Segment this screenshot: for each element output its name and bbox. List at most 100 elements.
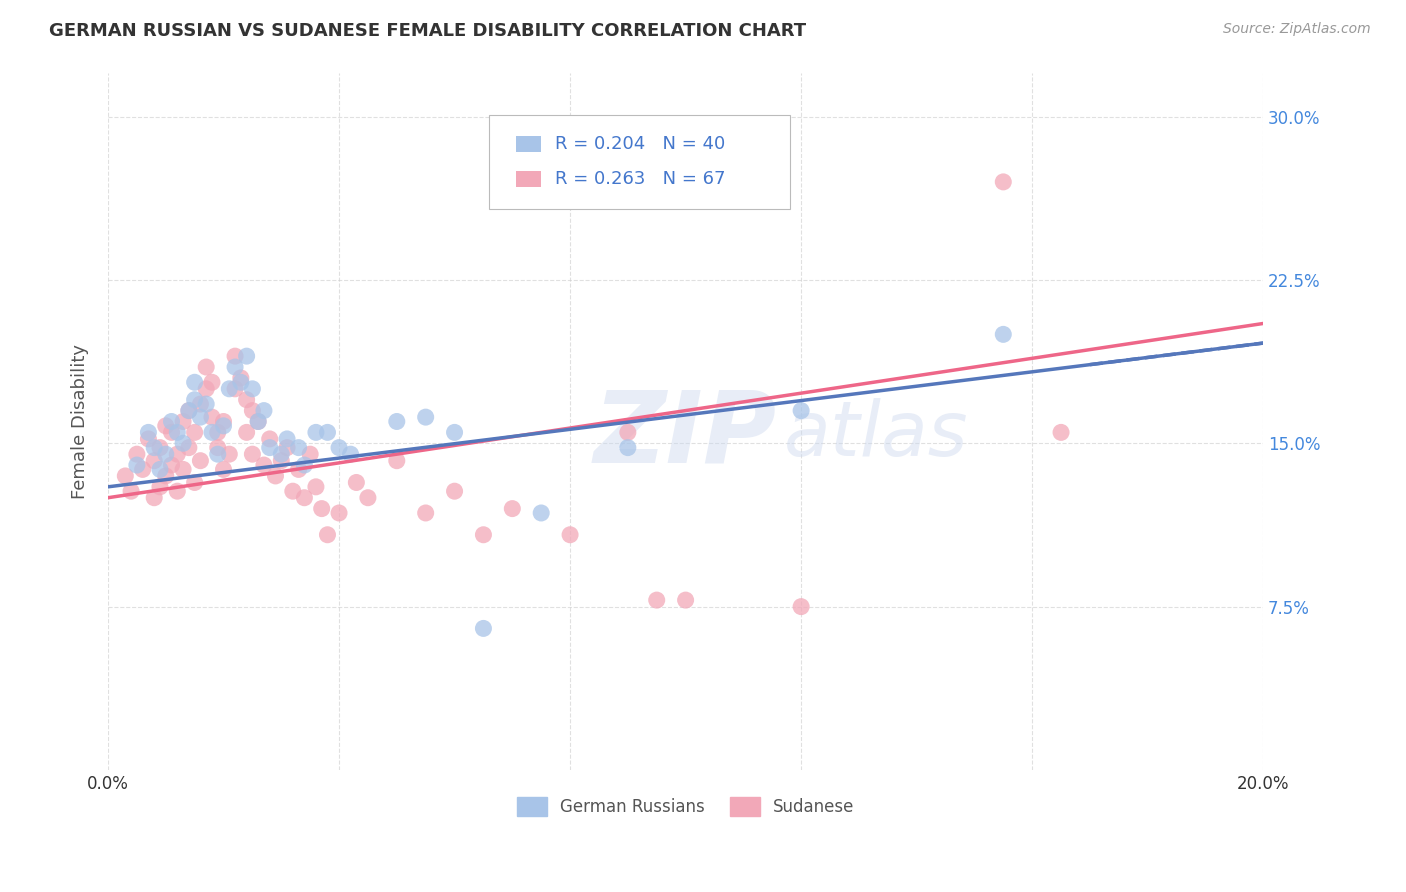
- Point: [247, 415, 270, 429]
- Point: [385, 453, 408, 467]
- Point: [201, 425, 224, 440]
- Point: [270, 447, 292, 461]
- Point: [138, 425, 160, 440]
- Point: [218, 382, 240, 396]
- Point: [1050, 425, 1073, 440]
- Text: Source: ZipAtlas.com: Source: ZipAtlas.com: [1223, 22, 1371, 37]
- Point: [183, 475, 205, 490]
- Point: [292, 491, 315, 505]
- Point: [790, 599, 813, 614]
- Point: [415, 410, 437, 425]
- Point: [190, 397, 212, 411]
- Point: [292, 458, 315, 472]
- Point: [120, 484, 142, 499]
- Point: [344, 475, 367, 490]
- Point: [125, 458, 148, 472]
- Point: [305, 480, 328, 494]
- Point: [166, 484, 188, 499]
- Point: [385, 415, 408, 429]
- Point: [235, 349, 257, 363]
- Point: [201, 410, 224, 425]
- Point: [328, 441, 350, 455]
- Point: [235, 392, 257, 407]
- Point: [645, 593, 668, 607]
- Point: [443, 425, 465, 440]
- Point: [177, 403, 200, 417]
- Point: [149, 462, 172, 476]
- Point: [993, 327, 1015, 342]
- Point: [201, 376, 224, 390]
- Point: [287, 462, 309, 476]
- Point: [242, 447, 264, 461]
- Point: [993, 175, 1015, 189]
- Point: [339, 447, 361, 461]
- Point: [501, 501, 523, 516]
- Point: [195, 359, 218, 374]
- Point: [172, 415, 194, 429]
- Text: ZIP: ZIP: [593, 387, 776, 484]
- Point: [229, 371, 252, 385]
- Point: [224, 349, 246, 363]
- Point: [183, 392, 205, 407]
- Point: [155, 469, 177, 483]
- Point: [218, 447, 240, 461]
- Point: [183, 376, 205, 390]
- Point: [443, 484, 465, 499]
- Point: [357, 491, 380, 505]
- Point: [172, 462, 194, 476]
- Point: [125, 447, 148, 461]
- Point: [177, 441, 200, 455]
- Point: [195, 397, 218, 411]
- Point: [316, 528, 339, 542]
- Point: [242, 382, 264, 396]
- Point: [281, 484, 304, 499]
- Point: [190, 453, 212, 467]
- Point: [617, 441, 640, 455]
- Point: [160, 425, 183, 440]
- Point: [190, 410, 212, 425]
- Point: [328, 506, 350, 520]
- Point: [177, 403, 200, 417]
- Point: [160, 415, 183, 429]
- Point: [287, 441, 309, 455]
- Point: [207, 447, 229, 461]
- Point: [229, 376, 252, 390]
- Point: [276, 441, 298, 455]
- Point: [276, 432, 298, 446]
- Point: [299, 447, 322, 461]
- Point: [259, 432, 281, 446]
- Point: [472, 622, 495, 636]
- Point: [311, 501, 333, 516]
- Point: [617, 425, 640, 440]
- Point: [259, 441, 281, 455]
- Point: [264, 469, 287, 483]
- Point: [143, 441, 166, 455]
- Point: [166, 447, 188, 461]
- FancyBboxPatch shape: [489, 115, 790, 209]
- Text: atlas: atlas: [783, 399, 969, 473]
- Bar: [516, 136, 541, 152]
- Point: [207, 425, 229, 440]
- Point: [160, 458, 183, 472]
- Point: [305, 425, 328, 440]
- Point: [212, 415, 235, 429]
- Point: [207, 441, 229, 455]
- Point: [247, 415, 270, 429]
- Point: [138, 432, 160, 446]
- Point: [149, 441, 172, 455]
- Point: [155, 418, 177, 433]
- Bar: [516, 171, 541, 186]
- Text: GERMAN RUSSIAN VS SUDANESE FEMALE DISABILITY CORRELATION CHART: GERMAN RUSSIAN VS SUDANESE FEMALE DISABI…: [49, 22, 806, 40]
- Point: [790, 403, 813, 417]
- Point: [675, 593, 697, 607]
- Point: [235, 425, 257, 440]
- Point: [143, 453, 166, 467]
- Point: [415, 506, 437, 520]
- Point: [114, 469, 136, 483]
- Point: [253, 403, 276, 417]
- Point: [316, 425, 339, 440]
- Point: [253, 458, 276, 472]
- Point: [183, 425, 205, 440]
- Point: [149, 480, 172, 494]
- Point: [472, 528, 495, 542]
